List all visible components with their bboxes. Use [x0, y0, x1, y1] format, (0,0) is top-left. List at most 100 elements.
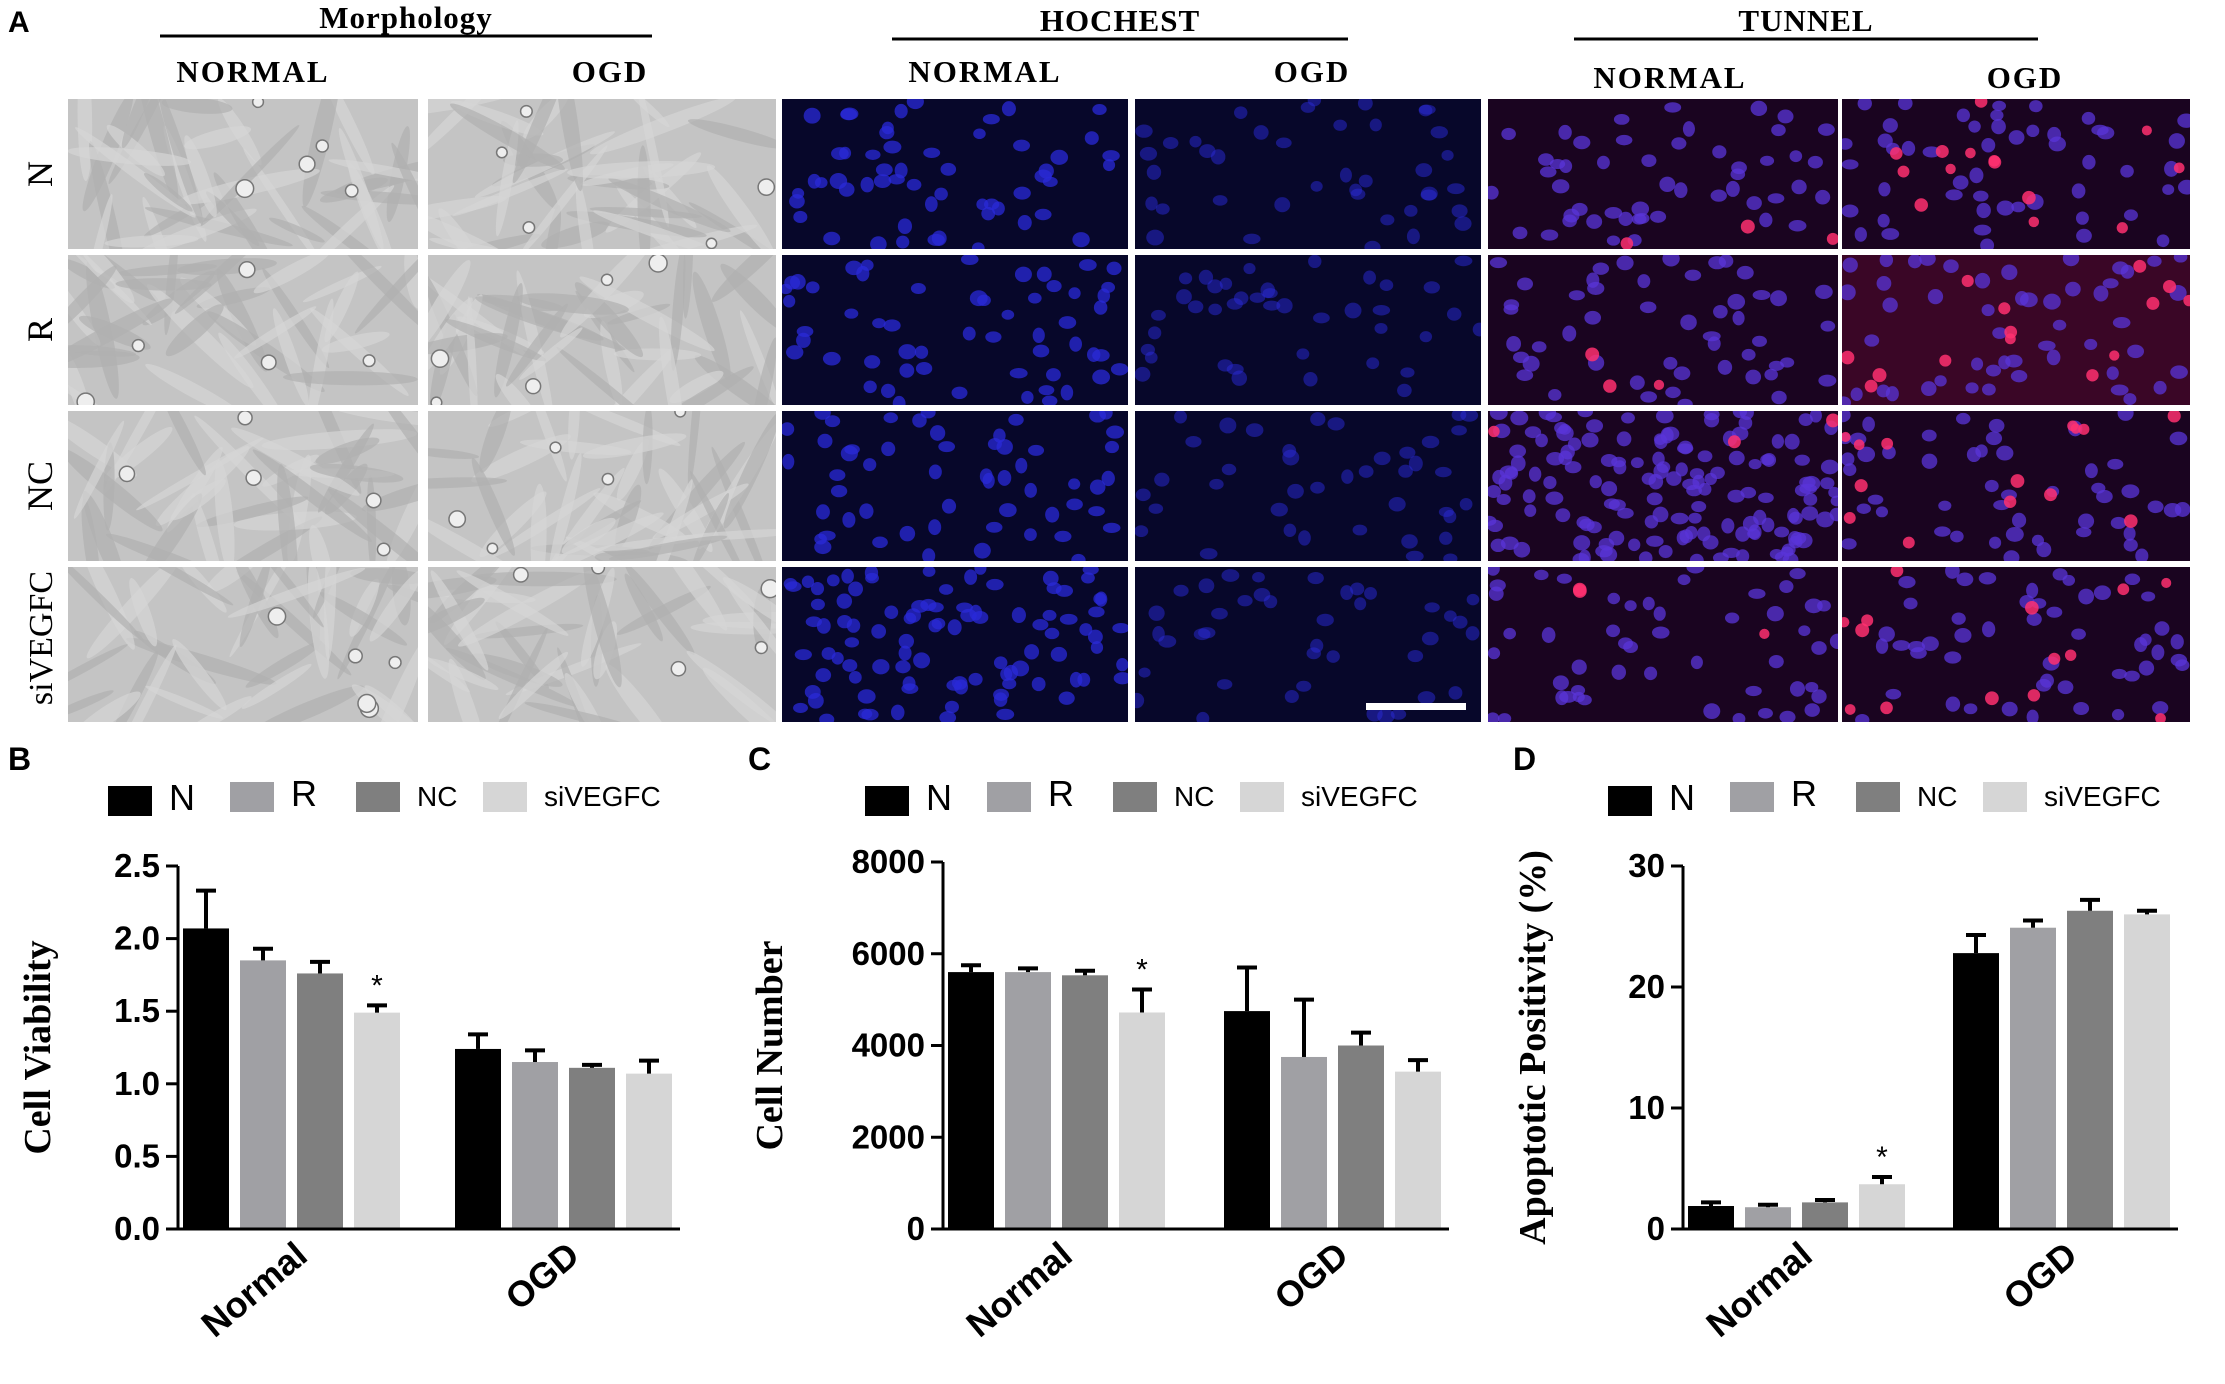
chart-d: D N R NC siVEGFC 0 10 20 30 Apoptotic Positivity …	[1512, 741, 2178, 1345]
micrograph-tunel-fluorescence-micrograph-r-normal	[1488, 255, 1838, 405]
legend-swatch-nc	[1113, 782, 1157, 812]
micrograph-brightfield-micrograph-r-ogd	[428, 255, 776, 405]
bar-sivegfc-normal	[1119, 1012, 1165, 1229]
group-title-morphology: Morphology	[319, 0, 493, 35]
micrograph-hoechst-fluorescence-micrograph-sivegfc-normal	[782, 567, 1128, 722]
bar-n-normal	[948, 972, 994, 1229]
y-tick-label: 0	[907, 1210, 925, 1247]
y-tick-label: 2.5	[114, 847, 160, 884]
panel-letter-a: A	[8, 6, 30, 39]
bar-nc-ogd	[569, 1067, 615, 1229]
legend-swatch-sivegfc	[483, 782, 527, 812]
bar-r-normal	[1745, 1207, 1791, 1229]
bar-n-ogd	[455, 1048, 501, 1229]
row-label-n: N	[20, 161, 60, 187]
y-tick-label: 2.0	[114, 920, 160, 957]
micrograph-hoechst-fluorescence-micrograph-sivegfc-ogd	[1135, 567, 1481, 722]
legend-swatch-sivegfc	[1240, 782, 1284, 812]
bar-r-normal	[240, 960, 286, 1229]
micrograph-tunel-fluorescence-micrograph-n-ogd	[1842, 99, 2190, 249]
x-tick-label-ogd: OGD	[497, 1234, 586, 1318]
significance-marker: *	[371, 969, 383, 1002]
legend-label-sivegfc: siVEGFC	[2044, 781, 2161, 812]
y-axis-label: Cell Number	[749, 940, 791, 1150]
panel-letter-d: D	[1513, 741, 1536, 777]
condition-label-ogd: OGD	[572, 54, 649, 89]
micrograph-hoechst-fluorescence-micrograph-r-ogd	[1135, 255, 1481, 405]
x-tick-label-ogd: OGD	[1266, 1234, 1355, 1318]
micrograph-hoechst-fluorescence-micrograph-nc-normal	[782, 411, 1128, 561]
legend-swatch-n	[108, 786, 152, 816]
bar-r-ogd	[1281, 1056, 1327, 1229]
y-tick-label: 4000	[852, 1027, 925, 1064]
legend-swatch-nc	[356, 782, 400, 812]
legend-label-r: R	[1048, 773, 1074, 814]
micrograph-tunel-fluorescence-micrograph-n-normal	[1488, 99, 1838, 249]
bar-nc-ogd	[1338, 1045, 1384, 1229]
y-tick-label: 0.5	[114, 1137, 160, 1174]
bar-n-normal	[1688, 1206, 1734, 1229]
micrograph-hoechst-fluorescence-micrograph-n-normal	[782, 99, 1128, 249]
panel-letter-c: C	[748, 741, 771, 777]
bar-nc-normal	[1802, 1202, 1848, 1229]
micrograph-tunel-fluorescence-micrograph-nc-normal	[1488, 411, 1838, 561]
bar-nc-normal	[297, 973, 343, 1229]
bar-r-ogd	[512, 1062, 558, 1229]
micrograph-tunel-fluorescence-micrograph-sivegfc-normal	[1488, 567, 1838, 722]
panel-letter-b: B	[8, 741, 31, 777]
bar-n-ogd	[1224, 1011, 1270, 1229]
x-tick-label-normal: Normal	[958, 1234, 1079, 1345]
chart-b: B N R NC siVEGFC 0.0 0.5 1.0 1.5 2.0 2.5 Cell Viabi…	[8, 741, 680, 1345]
legend-label-sivegfc: siVEGFC	[1301, 781, 1418, 812]
chart-c: C N R NC siVEGFC 0 2000 4000 6000 8000 Cell Number…	[748, 741, 1449, 1345]
bar-sivegfc-ogd	[2124, 914, 2170, 1229]
micrograph-tunel-fluorescence-micrograph-nc-ogd	[1842, 411, 2190, 561]
significance-marker: *	[1876, 1141, 1888, 1174]
bar-sivegfc-normal	[1859, 1184, 1905, 1229]
row-label-sivegfc: siVEGFC	[23, 571, 60, 705]
legend-label-n: N	[1669, 777, 1695, 818]
condition-label-normal: NORMAL	[1593, 60, 1746, 95]
y-tick-label: 20	[1628, 968, 1665, 1005]
legend-label-nc: NC	[1917, 781, 1957, 812]
legend-label-nc: NC	[417, 781, 457, 812]
group-title-tunnel: TUNNEL	[1738, 3, 1873, 38]
legend-swatch-nc	[1856, 782, 1900, 812]
y-tick-label: 10	[1628, 1089, 1665, 1126]
y-tick-label: 6000	[852, 935, 925, 972]
significance-marker: *	[1136, 954, 1148, 987]
legend-swatch-sivegfc	[1983, 782, 2027, 812]
bar-n-ogd	[1953, 953, 1999, 1229]
micrograph-brightfield-micrograph-r-normal	[68, 255, 418, 405]
legend-swatch-r	[1730, 782, 1774, 812]
micrograph-hoechst-fluorescence-micrograph-n-ogd	[1135, 99, 1481, 249]
bar-nc-normal	[1062, 975, 1108, 1229]
panel-a: A Morphology NORMAL OGD HOCHEST NORMAL OGD TUNN…	[8, 0, 2190, 722]
row-label-nc: NC	[20, 461, 60, 511]
legend-swatch-r	[987, 782, 1031, 812]
micrograph-tunel-fluorescence-micrograph-sivegfc-ogd	[1842, 567, 2190, 722]
x-tick-label-ogd: OGD	[1995, 1234, 2084, 1318]
micrograph-hoechst-fluorescence-micrograph-r-normal	[782, 255, 1128, 405]
row-label-r: R	[20, 318, 60, 342]
legend-swatch-n	[865, 786, 909, 816]
bar-n-normal	[183, 928, 229, 1229]
micrograph-brightfield-micrograph-sivegfc-normal	[68, 567, 418, 722]
condition-label-normal: NORMAL	[908, 54, 1061, 89]
y-axis-label: Apoptotic Positivity (%)	[1512, 850, 1554, 1245]
condition-label-ogd: OGD	[1987, 60, 2064, 95]
bar-r-normal	[1005, 972, 1051, 1229]
y-tick-label: 30	[1628, 847, 1665, 884]
micrograph-hoechst-fluorescence-micrograph-nc-ogd	[1135, 411, 1481, 561]
micrograph-brightfield-micrograph-n-ogd	[428, 99, 776, 249]
bar-sivegfc-normal	[354, 1012, 400, 1229]
y-tick-label: 1.5	[114, 992, 160, 1029]
y-tick-label: 1.0	[114, 1065, 160, 1102]
bar-sivegfc-ogd	[626, 1073, 672, 1229]
micrograph-brightfield-micrograph-nc-ogd	[428, 411, 776, 561]
scale-bar	[1366, 703, 1466, 710]
legend-label-n: N	[926, 777, 952, 818]
micrograph-tunel-fluorescence-micrograph-r-ogd	[1842, 255, 2190, 405]
